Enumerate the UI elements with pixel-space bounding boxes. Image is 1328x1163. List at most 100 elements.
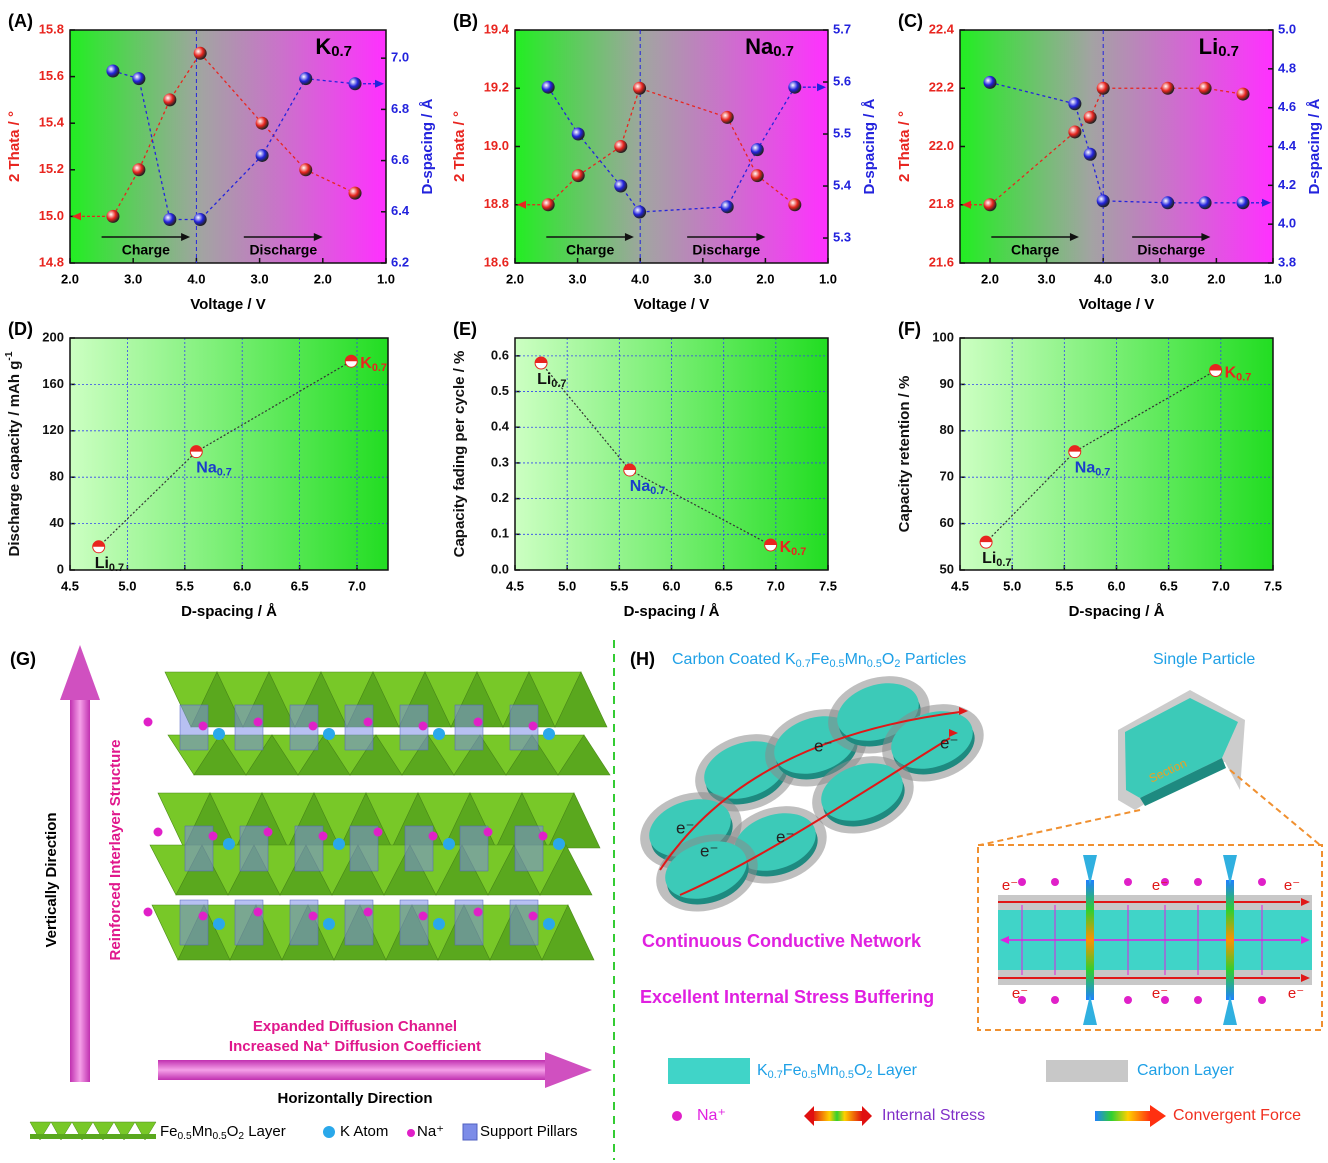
x-tick-label: 4.5 (506, 578, 524, 593)
na-ion (319, 832, 328, 841)
data-point (256, 117, 269, 130)
data-point (1069, 446, 1081, 458)
legend-swatch (1150, 1105, 1166, 1127)
k-atom (213, 918, 225, 930)
y-tick-label: 19.2 (484, 80, 509, 95)
data-point (980, 536, 992, 548)
na-ion (209, 832, 218, 841)
electron-label: e⁻ (700, 841, 718, 860)
data-point (1161, 196, 1174, 209)
text-part: Layer (244, 1123, 286, 1140)
y2-tick-label: 6.8 (391, 101, 409, 116)
x-tick-label: 6.0 (233, 578, 251, 593)
x-tick-label: 5.0 (1003, 578, 1021, 593)
text-part: Fe (811, 651, 830, 668)
y-tick-label: 15.8 (39, 21, 64, 36)
text-part: Li (1199, 34, 1219, 59)
y2-tick-label: 5.0 (1278, 21, 1296, 36)
data-point (1084, 148, 1097, 161)
annotation: Single Particle (1153, 651, 1255, 668)
na-ion (199, 722, 208, 731)
legend-text: Carbon Layer (1137, 1062, 1235, 1079)
na-ion (1124, 996, 1132, 1004)
data-point (1161, 82, 1174, 95)
data-point (194, 47, 207, 60)
data-point (106, 210, 119, 223)
force-arrow (1083, 995, 1097, 1025)
text-part: Fe (783, 1062, 802, 1079)
na-ion (1051, 996, 1059, 1004)
stress-arrow (1086, 880, 1094, 1000)
text-part: 0.7 (331, 43, 352, 60)
x-tick-label: 1.0 (377, 271, 395, 286)
y-tick-label: 15.0 (39, 208, 64, 223)
data-point (93, 541, 105, 553)
x-tick-label: 5.0 (558, 578, 576, 593)
legend-swatch (862, 1106, 872, 1126)
data-point (1097, 82, 1110, 95)
na-ion (1258, 878, 1266, 886)
pillar (235, 900, 263, 945)
y2-tick-label: 4.0 (1278, 216, 1296, 231)
data-point (163, 213, 176, 226)
data-point (1237, 88, 1250, 101)
x-tick-label: 7.0 (348, 578, 366, 593)
axis-text: Horizontally Direction (277, 1090, 432, 1107)
y-tick-label: 40 (50, 515, 64, 530)
na-ion (419, 912, 428, 921)
legend-swatch (407, 1129, 415, 1137)
legend-swatch (804, 1106, 814, 1126)
y2-tick-label: 5.5 (833, 125, 851, 140)
text-part: 0.7 (996, 557, 1011, 569)
x-tick-label: 5.5 (176, 578, 194, 593)
force-arrow (1223, 855, 1237, 885)
y-tick-label: 22.4 (929, 21, 955, 36)
data-point (788, 81, 801, 94)
data-point (614, 140, 627, 153)
panel-label: (G) (10, 649, 36, 669)
text-part: 0.7 (1218, 43, 1239, 60)
annotation: Expanded Diffusion Channel (253, 1018, 457, 1035)
x-tick-label: 7.5 (1264, 578, 1282, 593)
electron-label: e⁻ (1002, 877, 1018, 894)
data-point (132, 72, 145, 85)
electron-label: e⁻ (1288, 985, 1304, 1002)
data-point (633, 82, 646, 95)
x-tick-label: 3.0 (124, 271, 142, 286)
annotation: Charge (122, 242, 170, 258)
legend-swatch (463, 1124, 477, 1140)
k-atom (323, 728, 335, 740)
text-part: Na (745, 34, 774, 59)
y-tick-label: 0.0 (491, 561, 509, 576)
text-part: Na (196, 460, 217, 477)
annotation: Carbon Coated K0.7Fe0.5Mn0.5O2 Particles (672, 651, 966, 670)
x-axis-title: D-spacing / Å (1069, 603, 1165, 620)
na-ion (254, 718, 263, 727)
na-ion (1194, 878, 1202, 886)
na-ion (1124, 878, 1132, 886)
legend-text: Fe0.5Mn0.5O2 Layer (160, 1123, 286, 1142)
annotation: Charge (1011, 242, 1059, 258)
x-tick-label: 6.5 (1160, 578, 1178, 593)
legend-swatch (323, 1126, 335, 1138)
na-ion (419, 722, 428, 731)
k-atom (323, 918, 335, 930)
force-arrow (1083, 855, 1097, 885)
y-tick-label: 21.6 (929, 254, 954, 269)
text-part: Li (982, 550, 996, 567)
pillar (345, 900, 373, 945)
y-tick-label: 19.4 (484, 21, 510, 36)
y-tick-label: 60 (940, 515, 954, 530)
data-point (349, 77, 362, 90)
panel-label: (C) (898, 11, 923, 31)
data-point (983, 76, 996, 89)
data-point (721, 111, 734, 124)
k-atom (333, 838, 345, 850)
data-point (572, 128, 585, 141)
x-tick-label: 2.0 (756, 271, 774, 286)
y-tick-label: 160 (42, 376, 64, 391)
x-axis-title: D-spacing / Å (624, 603, 720, 620)
y-tick-label: 15.2 (39, 161, 64, 176)
annotation: Charge (566, 242, 614, 258)
panel-label: (D) (8, 319, 33, 339)
